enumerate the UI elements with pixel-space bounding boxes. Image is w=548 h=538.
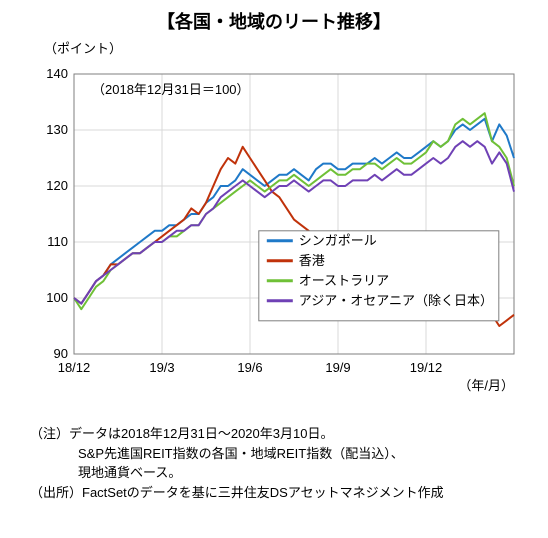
svg-text:90: 90 bbox=[54, 346, 68, 361]
note-line-4: （出所）FactSetのデータを基に三井住友DSアセットマネジメント作成 bbox=[30, 484, 538, 502]
svg-text:19/12: 19/12 bbox=[410, 360, 443, 375]
y-axis-unit: （ポイント） bbox=[44, 38, 122, 57]
svg-text:（2018年12月31日＝100）: （2018年12月31日＝100） bbox=[92, 82, 250, 97]
chart-container: 【各国・地域のリート推移】 （ポイント） 90 100 110 120 130 140 18… bbox=[0, 0, 548, 509]
svg-text:19/9: 19/9 bbox=[325, 360, 350, 375]
chart-area: （ポイント） 90 100 110 120 130 140 18/12 19/3 19/6 19/… bbox=[24, 34, 524, 419]
svg-text:香港: 香港 bbox=[299, 253, 325, 268]
svg-text:100: 100 bbox=[46, 290, 68, 305]
svg-text:140: 140 bbox=[46, 66, 68, 81]
line-chart-svg: 90 100 110 120 130 140 18/12 19/3 19/6 19/9 19/12 （… bbox=[24, 34, 524, 419]
note-line-3: 現地通貨ベース。 bbox=[30, 464, 538, 482]
svg-text:110: 110 bbox=[47, 234, 68, 249]
note-line-1: （注）データは2018年12月31日～2020年3月10日。 bbox=[30, 425, 538, 443]
chart-title: 【各国・地域のリート推移】 bbox=[0, 0, 548, 34]
chart-footer: （注）データは2018年12月31日～2020年3月10日。 S&P先進国REI… bbox=[0, 419, 548, 509]
svg-text:19/3: 19/3 bbox=[149, 360, 174, 375]
svg-text:シンガポール: シンガポール bbox=[299, 233, 377, 248]
svg-text:（年/月）: （年/月） bbox=[458, 378, 514, 393]
svg-text:18/12: 18/12 bbox=[58, 360, 91, 375]
svg-text:120: 120 bbox=[46, 178, 68, 193]
note-line-2: S&P先進国REIT指数の各国・地域REIT指数（配当込）、 bbox=[30, 445, 538, 463]
svg-text:アジア・オセアニア（除く日本）: アジア・オセアニア（除く日本） bbox=[299, 293, 493, 308]
svg-text:19/6: 19/6 bbox=[237, 360, 262, 375]
svg-text:オーストラリア: オーストラリア bbox=[299, 273, 389, 288]
svg-text:130: 130 bbox=[46, 122, 68, 137]
